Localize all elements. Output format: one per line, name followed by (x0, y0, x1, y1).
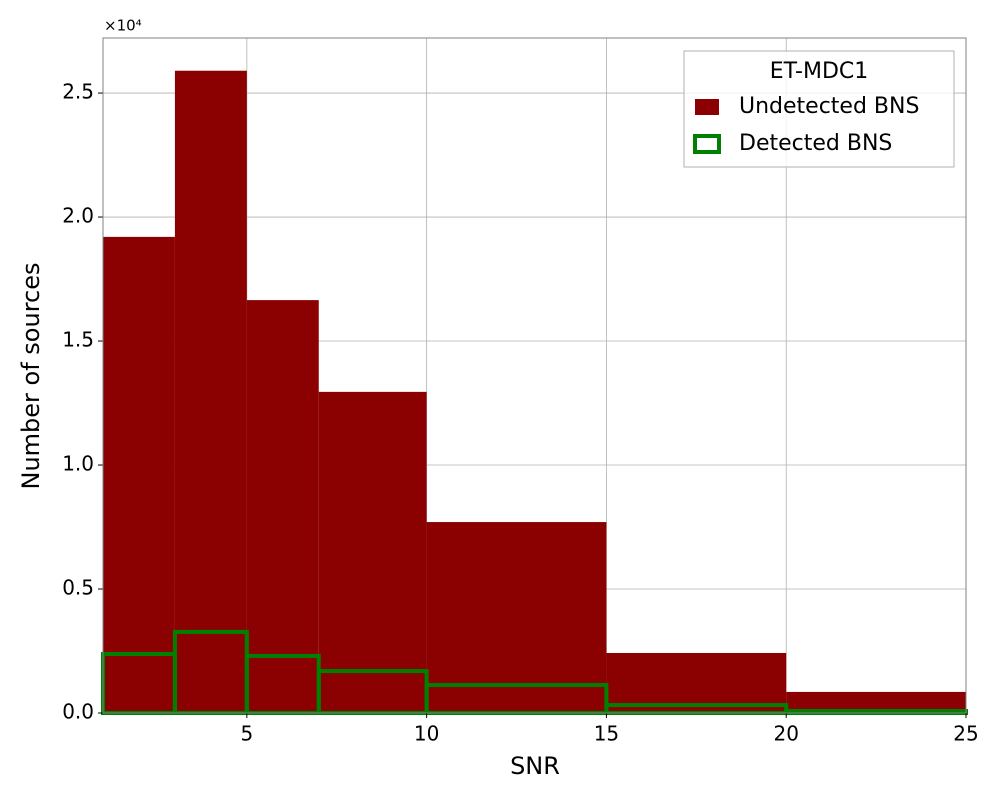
legend-swatch (693, 134, 721, 154)
y-tick-label: 2.5 (62, 80, 94, 104)
y-tick-label: 1.0 (62, 452, 94, 476)
y-offset-label: ×10⁴ (104, 17, 142, 35)
y-tick-label: 2.0 (62, 204, 94, 228)
x-tick-label: 20 (773, 722, 798, 746)
histogram-bar (246, 300, 319, 713)
plot-frame (102, 37, 967, 714)
y-tick-label: 1.5 (62, 328, 94, 352)
x-axis-label: SNR (510, 752, 560, 780)
marks (101, 70, 968, 716)
y-tick-label: 0.0 (62, 700, 94, 724)
x-tick-label: 15 (594, 722, 619, 746)
legend-label: Detected BNS (739, 131, 892, 156)
histogram-bar (318, 391, 427, 713)
histogram-bar (174, 70, 247, 714)
x-tick-label: 25 (953, 722, 978, 746)
legend-label: Undetected BNS (739, 94, 919, 119)
legend-title: ET-MDC1 (770, 59, 869, 84)
y-tick-label: 0.5 (62, 576, 94, 600)
histogram-bar (606, 652, 787, 713)
x-tick-label: 5 (240, 722, 253, 746)
x-tick-label: 10 (414, 722, 439, 746)
histogram-bar (103, 236, 175, 713)
histogram-bar (786, 691, 966, 713)
y-axis-label: Number of sources (17, 262, 45, 489)
legend-box (683, 50, 955, 168)
legend-swatch (695, 99, 719, 115)
histogram-bar (426, 522, 607, 713)
